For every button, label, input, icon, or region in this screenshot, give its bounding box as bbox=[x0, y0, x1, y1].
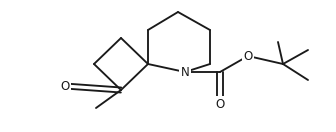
Text: N: N bbox=[181, 65, 190, 79]
Text: O: O bbox=[60, 79, 70, 93]
Text: O: O bbox=[243, 50, 253, 62]
Text: O: O bbox=[215, 98, 225, 110]
